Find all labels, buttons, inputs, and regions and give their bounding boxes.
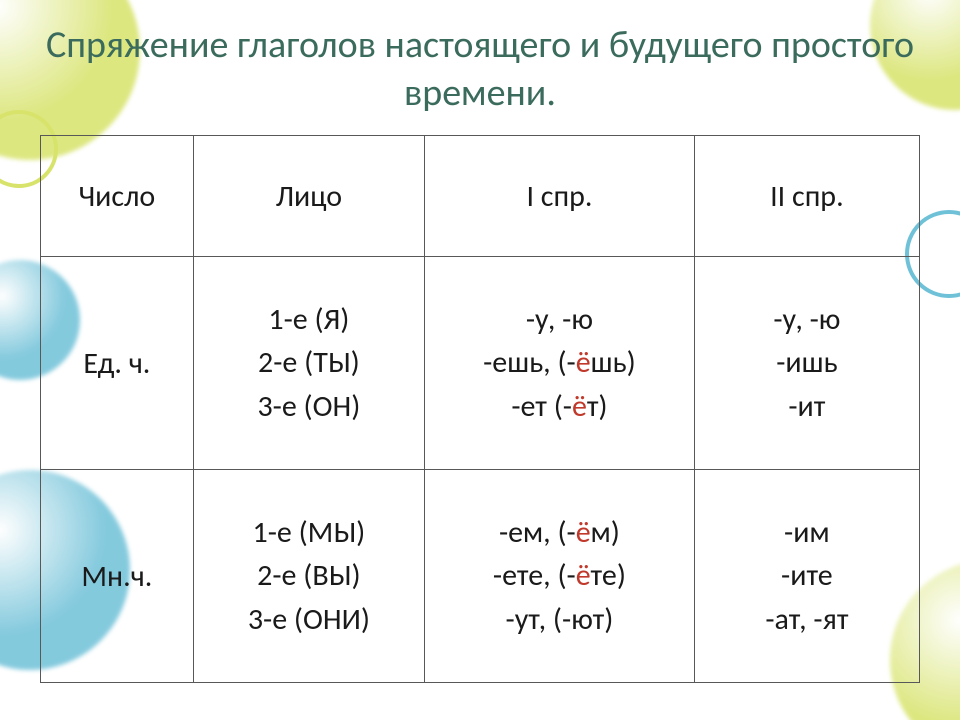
accent-vowel: ё xyxy=(572,388,587,425)
table-row: Ед. ч. 1-е (Я) 2-е (ТЫ) 3-е (ОН) -у, -ю -ешь,… xyxy=(41,257,920,470)
ending-line: -ит xyxy=(788,391,825,423)
ending-line: -ем, (-ём) xyxy=(499,517,620,549)
cell-conj1: -ем, (-ём) -ете, (-ёте) -ут, (-ют) xyxy=(425,470,695,683)
accent-vowel: ё xyxy=(576,514,591,551)
table-header-row: Число Лицо I спр. II спр. xyxy=(41,136,920,257)
face-line: 1-е (МЫ) xyxy=(252,517,365,549)
header-face: Лицо xyxy=(193,136,424,257)
table-row: Мн.ч. 1-е (МЫ) 2-е (ВЫ) 3-е (ОНИ) -ем, (-ём)… xyxy=(41,470,920,683)
cell-face: 1-е (Я) 2-е (ТЫ) 3-е (ОН) xyxy=(193,257,424,470)
slide-content: Спряжение глаголов настоящего и будущего… xyxy=(0,0,960,720)
header-conj1: I спр. xyxy=(425,136,695,257)
accent-vowel: ё xyxy=(576,344,591,381)
face-line: 2-е (ВЫ) xyxy=(257,560,360,592)
accent-vowel: ё xyxy=(576,557,591,594)
cell-conj1: -у, -ю -ешь, (-ёшь) -ет (-ёт) xyxy=(425,257,695,470)
conjugation-table: Число Лицо I спр. II спр. Ед. ч. 1-е (Я) 2… xyxy=(40,135,920,683)
cell-number: Мн.ч. xyxy=(41,470,194,683)
ending-line: -им xyxy=(784,517,830,549)
header-conj2: II спр. xyxy=(694,136,919,257)
face-line: 2-е (ТЫ) xyxy=(258,347,360,379)
ending-line: -ут, (-ют) xyxy=(506,604,614,636)
slide-title: Спряжение глаголов настоящего и будущего… xyxy=(40,22,920,117)
face-line: 3-е (ОН) xyxy=(257,391,360,423)
ending-line: -ат, -ят xyxy=(765,604,848,636)
ending-line: -ет (-ёт) xyxy=(511,391,607,423)
cell-face: 1-е (МЫ) 2-е (ВЫ) 3-е (ОНИ) xyxy=(193,470,424,683)
ending-line: -у, -ю xyxy=(773,304,840,336)
cell-number: Ед. ч. xyxy=(41,257,194,470)
header-number: Число xyxy=(41,136,194,257)
cell-conj2: -им -ите -ат, -ят xyxy=(694,470,919,683)
face-line: 1-е (Я) xyxy=(268,304,349,336)
ending-line: -ешь, (-ёшь) xyxy=(483,347,636,379)
ending-line: -ите xyxy=(781,560,833,592)
ending-line: -ете, (-ёте) xyxy=(493,560,626,592)
ending-line: -у, -ю xyxy=(526,304,593,336)
face-line: 3-е (ОНИ) xyxy=(248,604,370,636)
cell-conj2: -у, -ю -ишь -ит xyxy=(694,257,919,470)
ending-line: -ишь xyxy=(776,347,837,379)
